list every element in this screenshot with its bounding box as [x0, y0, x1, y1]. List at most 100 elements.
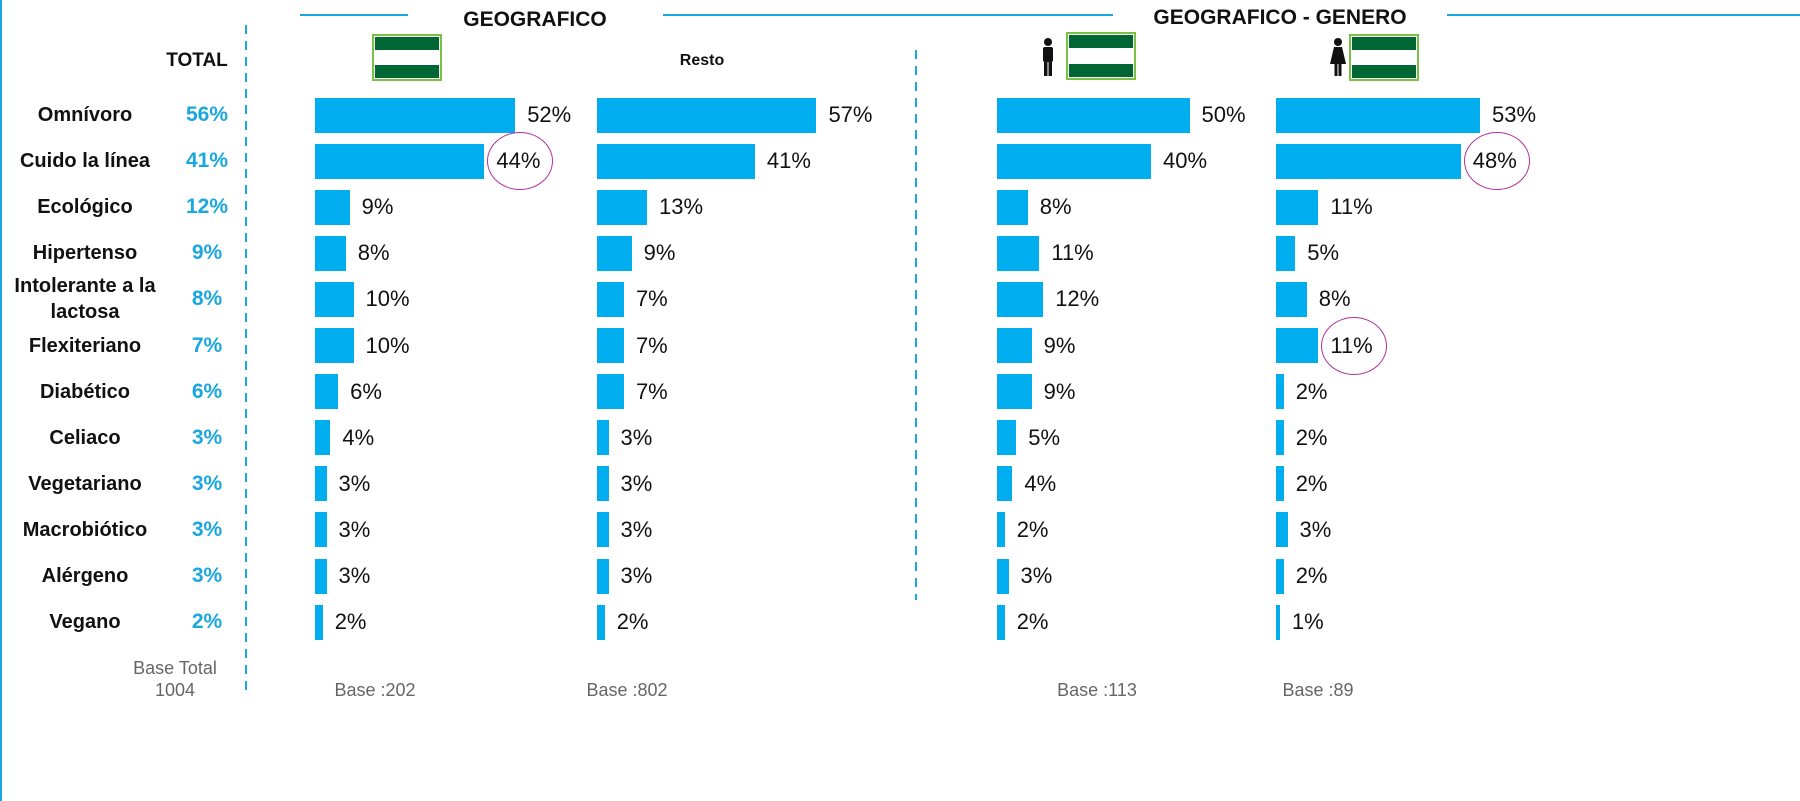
value-label: 7%: [635, 332, 668, 358]
panel-subtitle: Resto: [679, 52, 725, 69]
bar: [597, 235, 632, 271]
value-label: 7%: [635, 378, 668, 404]
bar: [315, 189, 350, 225]
value-label: 13%: [659, 194, 704, 220]
total-value: 6%: [191, 379, 223, 403]
category-label: Omnívoro: [37, 104, 133, 126]
bar: [315, 604, 323, 640]
value-label: 40%: [1163, 148, 1208, 174]
value-label: 9%: [643, 240, 676, 266]
value-label: 2%: [1016, 609, 1049, 635]
total-value: 8%: [191, 287, 223, 311]
bar: [997, 189, 1028, 225]
bar: [315, 97, 516, 133]
value-label: 2%: [1295, 424, 1328, 450]
value-label: 6%: [350, 378, 382, 404]
header: GEOGRAFICO: [463, 8, 607, 31]
value-label: 2%: [1295, 563, 1328, 588]
highlight-circle: [1463, 132, 1530, 191]
bar: [597, 374, 624, 410]
value-label: 3%: [1299, 516, 1332, 542]
bar: [597, 281, 624, 317]
value-label: 3%: [620, 470, 653, 496]
total-value: 7%: [191, 333, 223, 357]
value-label: 2%: [616, 609, 649, 635]
value-label: 2%: [1295, 470, 1328, 496]
total-value: 41%: [185, 149, 229, 173]
category-label: Vegano: [49, 611, 121, 634]
bar: [1276, 374, 1284, 410]
base-label: Base :802: [586, 680, 668, 700]
total-value: 9%: [191, 241, 223, 265]
value-label: 10%: [365, 332, 410, 358]
category-label: Flexiteriano: [28, 334, 142, 357]
bar: [315, 328, 354, 363]
category-label: Ecológico: [37, 196, 133, 219]
bar: [597, 420, 609, 456]
bar: [997, 604, 1005, 640]
bar: [997, 97, 1190, 133]
category-label: Alérgeno: [41, 565, 129, 587]
bar: [997, 374, 1032, 410]
header: GEOGRAFICO - GENERO: [1153, 6, 1407, 29]
value-label: 2%: [1295, 378, 1328, 404]
base-label: Base :202: [334, 680, 416, 700]
total-value: 3%: [191, 471, 223, 495]
bar: [597, 604, 605, 640]
total-title: TOTAL: [166, 50, 228, 71]
bar: [1276, 143, 1461, 179]
value-label: 9%: [361, 194, 394, 220]
bar: [1276, 328, 1319, 363]
bar: [597, 328, 624, 363]
bar: [997, 512, 1005, 548]
flag: [1066, 32, 1136, 80]
value-label: 10%: [365, 286, 410, 312]
value-label: 5%: [1307, 240, 1340, 266]
bar: [997, 420, 1017, 456]
value-label: 3%: [338, 563, 371, 588]
value-label: 4%: [342, 424, 375, 450]
value-label: 4%: [1024, 470, 1057, 496]
bar: [315, 235, 346, 271]
bar: [997, 466, 1013, 502]
bar: [315, 374, 339, 410]
value-label: 1%: [1291, 609, 1324, 635]
bar: [315, 281, 354, 317]
category-label: Intolerante a la lactosa: [14, 275, 156, 324]
category-label: Celiaco: [49, 426, 121, 449]
total-value: 56%: [185, 103, 229, 126]
value-label: 2%: [334, 609, 367, 635]
value-label: 9%: [1043, 332, 1076, 358]
bar: [997, 235, 1040, 271]
base-label: Base :113: [1057, 680, 1137, 700]
male-icon: [1043, 38, 1053, 76]
total-value: 3%: [191, 517, 223, 541]
bar: [1276, 97, 1481, 133]
bar: [315, 420, 331, 456]
value-label: 52%: [527, 102, 572, 127]
value-label: 11%: [1330, 194, 1373, 220]
value-label: 12%: [1055, 286, 1100, 312]
bar: [997, 143, 1151, 179]
value-label: 8%: [357, 240, 390, 266]
value-label: 9%: [1043, 378, 1076, 404]
category-label: Diabético: [39, 380, 131, 403]
value-label: 3%: [620, 516, 653, 542]
bar: [1276, 466, 1284, 502]
value-label: 3%: [620, 563, 653, 588]
total-value: 3%: [191, 425, 223, 449]
bar: [1276, 512, 1288, 548]
value-label: 3%: [1020, 563, 1053, 588]
bar: [997, 558, 1009, 594]
bar: [597, 97, 817, 133]
value-label: 3%: [338, 516, 371, 542]
bar: [315, 558, 327, 594]
value-label: 41%: [766, 148, 811, 174]
bar: [1276, 604, 1280, 640]
highlight-circle: [1321, 316, 1388, 375]
bar: [1276, 558, 1284, 594]
value-label: 50%: [1201, 102, 1246, 127]
bar: [997, 328, 1032, 363]
